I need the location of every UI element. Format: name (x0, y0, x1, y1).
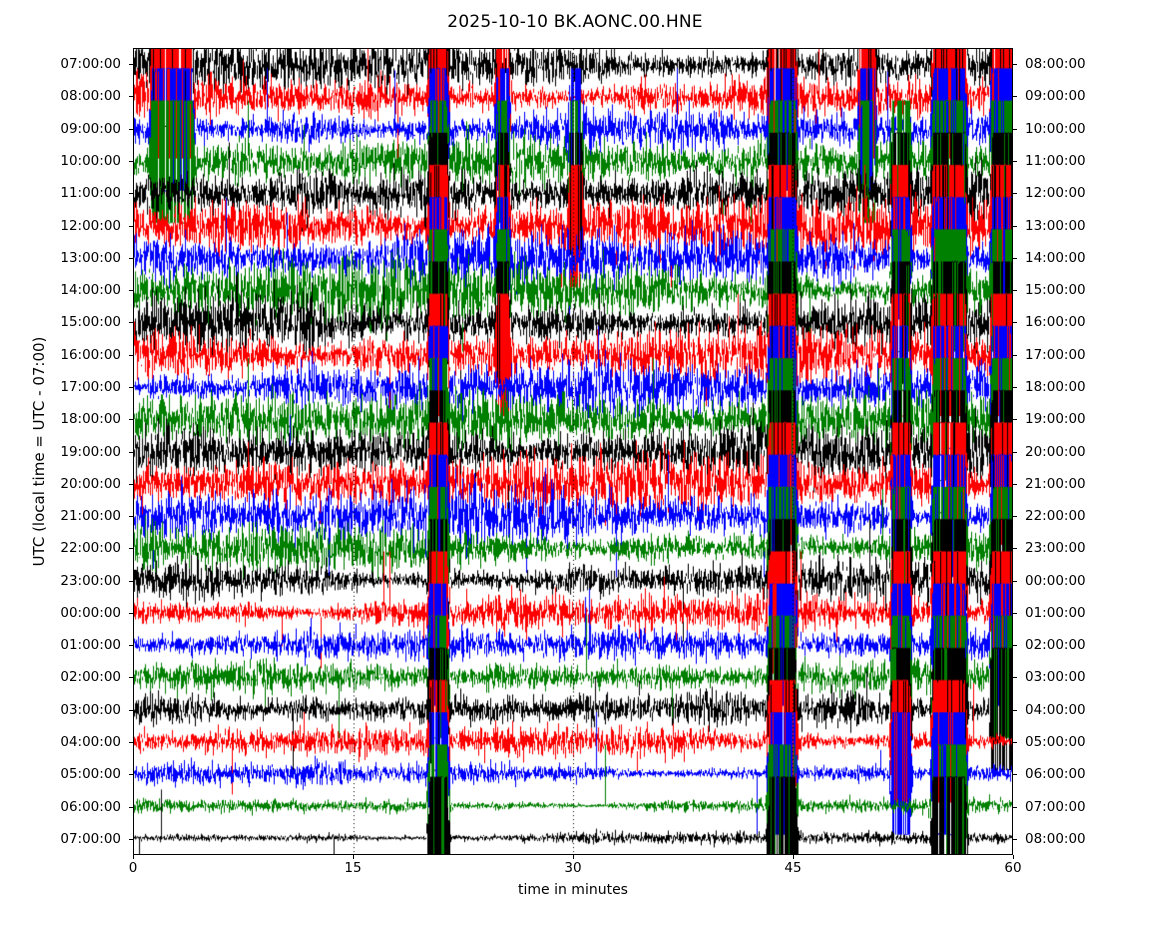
y-tick-right-5: 13:00:00 (1025, 217, 1086, 234)
y-tick-right-13: 21:00:00 (1025, 475, 1086, 492)
x-tick-0: 0 (128, 860, 138, 876)
x-tick-3: 45 (784, 860, 802, 876)
x-tick-2: 30 (564, 860, 582, 876)
y-tick-right-23: 07:00:00 (1025, 798, 1086, 815)
y-tick-left-21: 04:00:00 (60, 734, 121, 751)
y-tick-mark-right-13 (1013, 483, 1017, 485)
y-tick-left-3: 10:00:00 (60, 152, 121, 169)
y-tick-right-18: 02:00:00 (1025, 637, 1086, 654)
x-tick-mark-4 (1013, 855, 1014, 859)
y-tick-left-2: 09:00:00 (60, 120, 121, 137)
y-tick-mark-right-18 (1013, 645, 1017, 647)
y-tick-mark-right-3 (1013, 160, 1017, 162)
x-tick-mark-2 (573, 855, 574, 859)
y-tick-left-20: 03:00:00 (60, 701, 121, 718)
y-tick-left-22: 05:00:00 (60, 766, 121, 783)
page-title: 2025-10-10 BK.AONC.00.HNE (447, 12, 703, 32)
y-tick-right-24: 08:00:00 (1025, 830, 1086, 847)
y-tick-mark-right-9 (1013, 354, 1017, 356)
y-tick-right-14: 22:00:00 (1025, 508, 1086, 525)
y-tick-right-0: 08:00:00 (1025, 56, 1086, 73)
y-tick-mark-right-2 (1013, 128, 1017, 130)
y-tick-left-13: 20:00:00 (60, 475, 121, 492)
y-tick-left-16: 23:00:00 (60, 572, 121, 589)
seismogram-traces (134, 49, 1012, 854)
y-tick-left-4: 11:00:00 (60, 185, 121, 202)
y-tick-right-7: 15:00:00 (1025, 282, 1086, 299)
y-tick-mark-right-11 (1013, 419, 1017, 421)
y-tick-left-9: 16:00:00 (60, 346, 121, 363)
y-tick-left-17: 00:00:00 (60, 604, 121, 621)
y-tick-mark-right-16 (1013, 580, 1017, 582)
y-tick-right-10: 18:00:00 (1025, 378, 1086, 395)
y-tick-right-1: 09:00:00 (1025, 88, 1086, 105)
y-tick-mark-right-17 (1013, 612, 1017, 614)
y-tick-right-19: 03:00:00 (1025, 669, 1086, 686)
y-axis-label: UTC (local time = UTC - 07:00) (30, 336, 48, 567)
y-tick-left-23: 06:00:00 (60, 798, 121, 815)
y-tick-mark-right-19 (1013, 677, 1017, 679)
y-tick-mark-right-22 (1013, 774, 1017, 776)
y-tick-left-18: 01:00:00 (60, 637, 121, 654)
x-tick-mark-0 (133, 855, 134, 859)
y-tick-left-6: 13:00:00 (60, 249, 121, 266)
y-tick-mark-right-21 (1013, 742, 1017, 744)
y-tick-left-11: 18:00:00 (60, 411, 121, 428)
y-tick-mark-right-4 (1013, 193, 1017, 195)
y-tick-mark-right-20 (1013, 709, 1017, 711)
y-tick-mark-right-1 (1013, 96, 1017, 98)
y-tick-mark-right-0 (1013, 64, 1017, 66)
y-tick-mark-right-12 (1013, 451, 1017, 453)
y-tick-left-8: 15:00:00 (60, 314, 121, 331)
y-tick-left-15: 22:00:00 (60, 540, 121, 557)
y-tick-right-12: 20:00:00 (1025, 443, 1086, 460)
y-tick-left-10: 17:00:00 (60, 378, 121, 395)
y-tick-left-0: 07:00:00 (60, 56, 121, 73)
y-tick-mark-right-24 (1013, 838, 1017, 840)
x-tick-mark-1 (353, 855, 354, 859)
y-tick-right-21: 05:00:00 (1025, 734, 1086, 751)
y-tick-right-6: 14:00:00 (1025, 249, 1086, 266)
y-tick-right-4: 12:00:00 (1025, 185, 1086, 202)
y-tick-left-24: 07:00:00 (60, 830, 121, 847)
helicorder-plot-area[interactable] (133, 48, 1013, 855)
y-tick-left-12: 19:00:00 (60, 443, 121, 460)
x-tick-mark-3 (793, 855, 794, 859)
y-tick-mark-right-10 (1013, 386, 1017, 388)
x-tick-4: 60 (1004, 860, 1022, 876)
y-tick-right-3: 11:00:00 (1025, 152, 1086, 169)
y-tick-mark-right-6 (1013, 257, 1017, 259)
y-tick-right-2: 10:00:00 (1025, 120, 1086, 137)
y-tick-left-5: 12:00:00 (60, 217, 121, 234)
y-tick-mark-right-7 (1013, 290, 1017, 292)
y-tick-left-19: 02:00:00 (60, 669, 121, 686)
y-tick-left-7: 14:00:00 (60, 282, 121, 299)
x-axis-label: time in minutes (518, 882, 628, 898)
y-tick-right-16: 00:00:00 (1025, 572, 1086, 589)
y-tick-mark-right-8 (1013, 322, 1017, 324)
y-tick-right-8: 16:00:00 (1025, 314, 1086, 331)
y-tick-right-11: 19:00:00 (1025, 411, 1086, 428)
y-tick-right-17: 01:00:00 (1025, 604, 1086, 621)
y-tick-right-22: 06:00:00 (1025, 766, 1086, 783)
y-tick-right-15: 23:00:00 (1025, 540, 1086, 557)
y-tick-mark-right-5 (1013, 225, 1017, 227)
y-tick-mark-right-15 (1013, 548, 1017, 550)
y-tick-left-14: 21:00:00 (60, 508, 121, 525)
y-tick-mark-right-23 (1013, 806, 1017, 808)
y-tick-mark-right-14 (1013, 516, 1017, 518)
x-tick-1: 15 (344, 860, 362, 876)
y-tick-right-20: 04:00:00 (1025, 701, 1086, 718)
y-tick-left-1: 08:00:00 (60, 88, 121, 105)
y-tick-right-9: 17:00:00 (1025, 346, 1086, 363)
